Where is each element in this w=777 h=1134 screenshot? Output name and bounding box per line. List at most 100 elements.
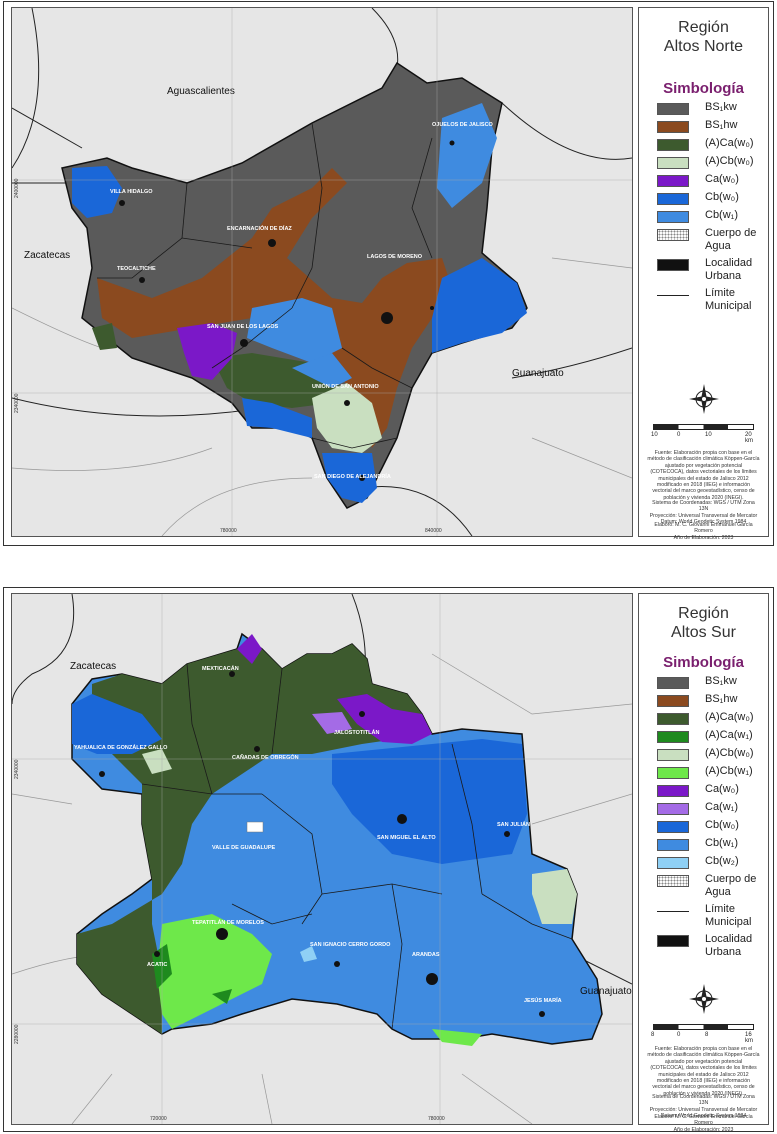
legend-item: BS₁hw xyxy=(657,119,768,133)
legend-item: Ca(w₀) xyxy=(657,783,768,797)
state-zacatecas: Zacatecas xyxy=(70,661,116,672)
locality-san-ignacio: SAN IGNACIO CERRO GORDO xyxy=(310,942,391,948)
axis-x2: 780000 xyxy=(428,1116,445,1122)
scale-label-2: 10 xyxy=(705,432,712,438)
legend-item: Localidad Urbana xyxy=(657,933,768,959)
municipal-boundaries xyxy=(97,122,433,449)
locality-ojuelos: OJUELOS DE JALISCO xyxy=(432,122,494,128)
legend-swatch xyxy=(657,785,689,797)
state-boundaries xyxy=(12,8,632,536)
zone-cb-w0-c xyxy=(242,398,312,438)
author-note: Elaboró: M. C. Giovanni Emmanuel García … xyxy=(654,1114,753,1133)
coords-note: Sistema de Coordenadas: WGS / UTM Zona 1… xyxy=(649,500,758,526)
legend-swatch xyxy=(657,875,689,887)
panel-altos-norte: Aguascalientes Zacatecas Guanajuato VILL… xyxy=(3,1,774,546)
state-aguascalientes: Aguascalientes xyxy=(167,86,235,97)
legend-label: (A)Cb(w₀) xyxy=(705,155,754,167)
axis-y1: 2340000 xyxy=(14,759,20,779)
scale-bar: 10 0 10 20 km xyxy=(651,418,754,444)
legend-label: (A)Ca(w₀) xyxy=(705,137,754,149)
locality-acatic: ACATIC xyxy=(147,962,167,968)
legend-item: Cb(w₁) xyxy=(657,209,768,223)
legend-swatch xyxy=(657,749,689,761)
legend-items: BS₁kw BS₁hw (A)Ca(w₀) (A)Ca(w₁) (A)Cb(w₀) (A)… xyxy=(639,675,768,959)
legend-label: Ca(w₀) xyxy=(705,783,739,795)
legend-item: Cb(w₂) xyxy=(657,855,768,869)
legend-swatch xyxy=(657,839,689,851)
zone-cb-w1-a xyxy=(437,103,497,208)
outer-municipal-lines xyxy=(12,257,632,536)
scale-label-3: 16 km xyxy=(745,1032,753,1044)
scale-label-1: 0 xyxy=(677,432,681,438)
municipal-boundaries xyxy=(141,663,573,1030)
legend-item: (A)Cb(w₀) xyxy=(657,747,768,761)
scale-bar-graphic xyxy=(653,424,754,430)
legend-label: Cb(w₀) xyxy=(705,191,739,203)
legend-label: BS₁hw xyxy=(705,119,738,131)
axis-y2: 2280000 xyxy=(14,1024,20,1044)
legend-altos-sur: Región Altos Sur Simbología BS₁kw BS₁hw (A… xyxy=(638,593,769,1133)
zone-cb-w0-d xyxy=(322,453,377,503)
locality-villa-hidalgo: VILLA HIDALGO xyxy=(110,189,153,195)
north-arrow-icon xyxy=(689,384,719,414)
author-note: Elaboró: M. C. Giovanni Emmanuel García … xyxy=(654,522,753,541)
legend-swatch xyxy=(657,193,689,205)
state-guanajuato: Guanajuato xyxy=(512,368,564,379)
legend-label: Cuerpo de Agua xyxy=(705,873,757,898)
legend-label: BS₁kw xyxy=(705,675,737,687)
legend-item: Ca(w₁) xyxy=(657,801,768,815)
legend-title-line1: Región xyxy=(678,605,729,622)
legend-item: (A)Ca(w₁) xyxy=(657,729,768,743)
zone-cb-w0-a xyxy=(332,739,527,864)
legend-heading: Simbología xyxy=(663,654,744,671)
scale-label-0: 10 xyxy=(651,432,658,438)
legend-title: Región Altos Sur xyxy=(639,604,768,642)
legend-label: Límite Municipal xyxy=(705,287,752,312)
locality-yahualica: YAHUALICA DE GONZÁLEZ GALLO xyxy=(74,744,168,751)
legend-item: BS₁kw xyxy=(657,101,768,115)
north-arrow-icon xyxy=(689,984,719,1014)
axis-x2: 840000 xyxy=(425,528,442,534)
zone-cb-w1-b xyxy=(247,298,342,363)
axis-y1: 2400000 xyxy=(14,178,20,198)
scale-label-2: 8 xyxy=(705,1032,709,1038)
legend-item: Cb(w₁) xyxy=(657,837,768,851)
legend-label: BS₁hw xyxy=(705,693,738,705)
legend-swatch xyxy=(657,713,689,725)
legend-swatch xyxy=(657,677,689,689)
axis-x1: 780000 xyxy=(220,528,237,534)
scale-bar-graphic xyxy=(653,1024,754,1030)
state-zacatecas: Zacatecas xyxy=(24,250,70,261)
legend-swatch xyxy=(657,803,689,815)
legend-label: Localidad Urbana xyxy=(705,257,753,282)
legend-label: (A)Cb(w₁) xyxy=(705,765,753,777)
map-altos-norte[interactable]: Aguascalientes Zacatecas Guanajuato VILL… xyxy=(11,7,633,537)
zone-cb-w0-a xyxy=(72,166,122,218)
legend-swatch xyxy=(657,911,689,912)
legend-item: (A)Cb(w₀) xyxy=(657,155,768,169)
map-altos-sur[interactable]: Zacatecas Guanajuato MEXTICACÁN JALOSTOT… xyxy=(11,593,633,1125)
axis-y2: 2340000 xyxy=(14,393,20,413)
water-body xyxy=(246,821,264,833)
locality-arandas: ARANDAS xyxy=(412,952,440,958)
legend-swatch xyxy=(657,935,689,947)
legend-swatch xyxy=(657,229,689,241)
legend-item: Ca(w₀) xyxy=(657,173,768,187)
state-guanajuato: Guanajuato xyxy=(580,986,632,997)
legend-label: (A)Cb(w₀) xyxy=(705,747,754,759)
legend-title-line1: Región xyxy=(678,19,729,36)
legend-swatch xyxy=(657,767,689,779)
locality-canadas: CAÑADAS DE OBREGÓN xyxy=(232,753,299,761)
source-note: Fuente: Elaboración propia con base en e… xyxy=(647,450,760,501)
legend-label: Ca(w₀) xyxy=(705,173,739,185)
legend-item: (A)Cb(w₁) xyxy=(657,765,768,779)
urban-localities xyxy=(119,140,455,481)
outer-municipal-lines xyxy=(12,653,632,1124)
zone-cb-w1-c xyxy=(292,353,352,388)
legend-swatch xyxy=(657,695,689,707)
locality-jalostotitlan: JALOSTOTITLÁN xyxy=(334,729,379,736)
legend-label: Ca(w₁) xyxy=(705,801,739,813)
zone-acb-w1 xyxy=(157,914,482,1046)
zone-cb-w0-b xyxy=(72,694,162,754)
legend-swatch xyxy=(657,121,689,133)
